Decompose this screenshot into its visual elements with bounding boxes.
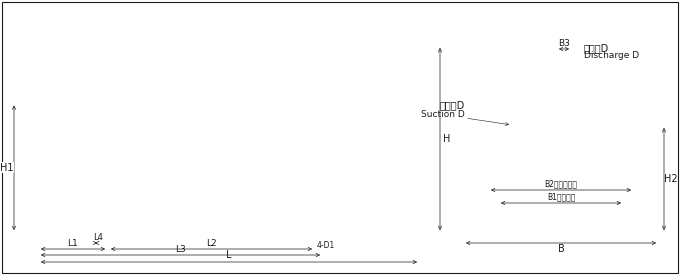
Bar [475,213,647,233]
Text: B3: B3 [558,39,570,48]
Circle shape [33,153,38,158]
Circle shape [547,82,554,89]
Circle shape [512,73,616,177]
Text: Suction D: Suction D [421,110,465,119]
Bar [311,197,319,203]
Circle shape [65,122,69,127]
Circle shape [33,109,38,114]
Bar [76,75,182,208]
Bar [42,160,48,164]
Bar [551,57,577,61]
Bar [307,203,323,213]
Circle shape [491,206,495,210]
Circle shape [25,114,65,153]
Circle shape [194,116,231,152]
Bar [42,103,48,108]
Bar [488,185,634,213]
Circle shape [522,83,606,167]
Circle shape [531,92,597,158]
Circle shape [249,128,261,139]
Text: 出油口D: 出油口D [584,43,609,53]
Bar [96,197,104,203]
Circle shape [483,152,489,158]
Circle shape [241,120,269,147]
Bar [235,65,320,213]
Circle shape [573,82,581,89]
Text: L3: L3 [175,244,186,254]
Circle shape [205,125,220,142]
Circle shape [602,122,609,128]
Text: L: L [226,251,232,260]
Circle shape [243,213,248,219]
Circle shape [594,97,602,104]
Circle shape [526,146,534,153]
Bar [647,208,659,233]
Circle shape [561,107,567,113]
FancyBboxPatch shape [316,71,422,217]
Text: B: B [558,244,564,254]
Bar [350,47,405,75]
Circle shape [594,146,602,153]
Circle shape [52,109,56,114]
Text: Discharge D: Discharge D [584,51,639,60]
Circle shape [633,172,639,178]
Bar [354,51,401,71]
Circle shape [526,97,534,104]
Circle shape [573,161,581,169]
Text: L1: L1 [67,238,78,248]
Text: L2: L2 [206,238,217,248]
Circle shape [245,42,255,52]
Circle shape [561,137,567,143]
Circle shape [374,55,384,65]
Circle shape [627,206,631,210]
Bar [92,203,108,213]
Circle shape [52,153,56,158]
Circle shape [65,141,69,145]
Bar [68,70,190,213]
Circle shape [491,188,495,192]
Circle shape [483,172,489,178]
Text: 进油口D: 进油口D [440,100,465,110]
Circle shape [33,122,57,145]
Bar [325,60,413,75]
Text: B2（电机端）: B2（电机端） [545,180,577,188]
Circle shape [633,152,639,158]
Bar [320,209,338,217]
Circle shape [20,141,25,145]
Circle shape [518,122,526,128]
Circle shape [20,122,25,127]
Bar [463,208,475,233]
Bar [195,85,230,208]
Circle shape [17,106,73,161]
Bar [239,69,316,209]
Text: B1（泵端）: B1（泵端） [547,192,575,202]
Bar [38,213,420,233]
Bar [190,80,235,213]
Circle shape [544,105,584,145]
Text: H2: H2 [664,174,678,184]
Text: H1: H1 [0,163,14,173]
Text: L4: L4 [93,232,103,241]
Circle shape [252,213,258,219]
Text: H: H [443,134,451,144]
Circle shape [547,161,554,169]
Bar [556,61,572,73]
Bar [400,209,418,217]
Circle shape [627,188,631,192]
Circle shape [576,122,582,128]
Circle shape [546,122,552,128]
Text: 4-D1: 4-D1 [317,241,335,249]
Bar [498,160,624,185]
